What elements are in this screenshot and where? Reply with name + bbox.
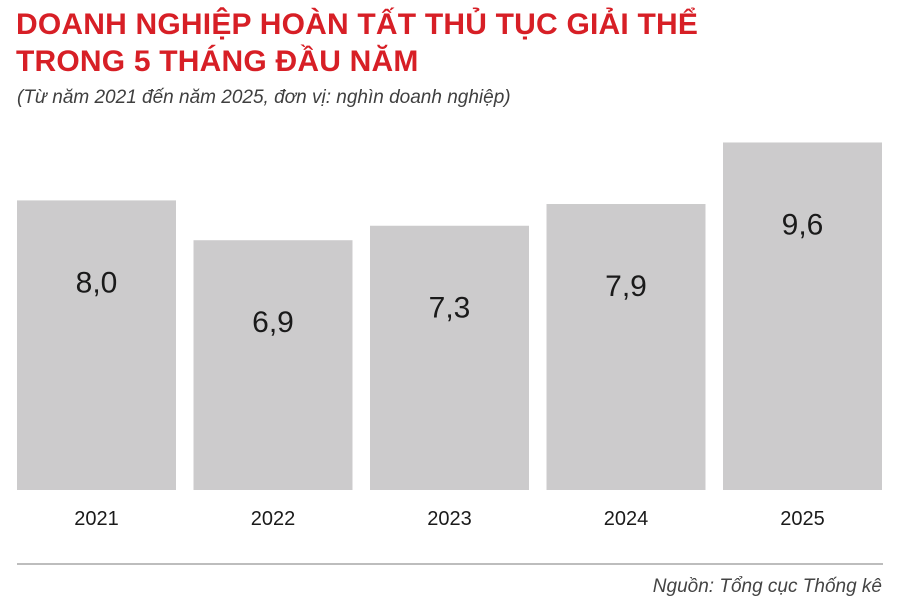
source-note: Nguồn: Tổng cục Thống kê [652, 576, 882, 597]
chart-title-line-2: TRONG 5 THÁNG ĐẦU NĂM [16, 45, 419, 78]
x-tick-label-2022: 2022 [251, 508, 296, 530]
x-tick-label-2025: 2025 [780, 508, 825, 530]
footer-divider [17, 563, 883, 565]
chart-title: DOANH NGHIỆP HOÀN TẤT THỦ TỤC GIẢI THỂ T… [16, 6, 876, 80]
x-tick-label-2023: 2023 [427, 508, 472, 530]
chart-subtitle: (Từ năm 2021 đến năm 2025, đơn vị: nghìn… [17, 87, 511, 108]
bar-2023 [370, 225, 529, 491]
bar-2021 [17, 200, 176, 490]
bar-value-label-2024: 7,9 [605, 270, 647, 303]
bar-value-label-2022: 6,9 [252, 306, 294, 339]
bar-value-label-2023: 7,3 [429, 292, 471, 325]
x-tick-label-2024: 2024 [604, 508, 649, 530]
x-tick-label-2021: 2021 [74, 508, 119, 530]
chart-title-line-1: DOANH NGHIỆP HOÀN TẤT THỦ TỤC GIẢI THỂ [16, 8, 699, 41]
bar-2025 [723, 142, 882, 491]
bar-value-label-2021: 8,0 [76, 266, 118, 299]
bar-value-label-2025: 9,6 [782, 208, 824, 241]
bar-2024 [546, 204, 706, 490]
bar-2022 [193, 240, 353, 490]
